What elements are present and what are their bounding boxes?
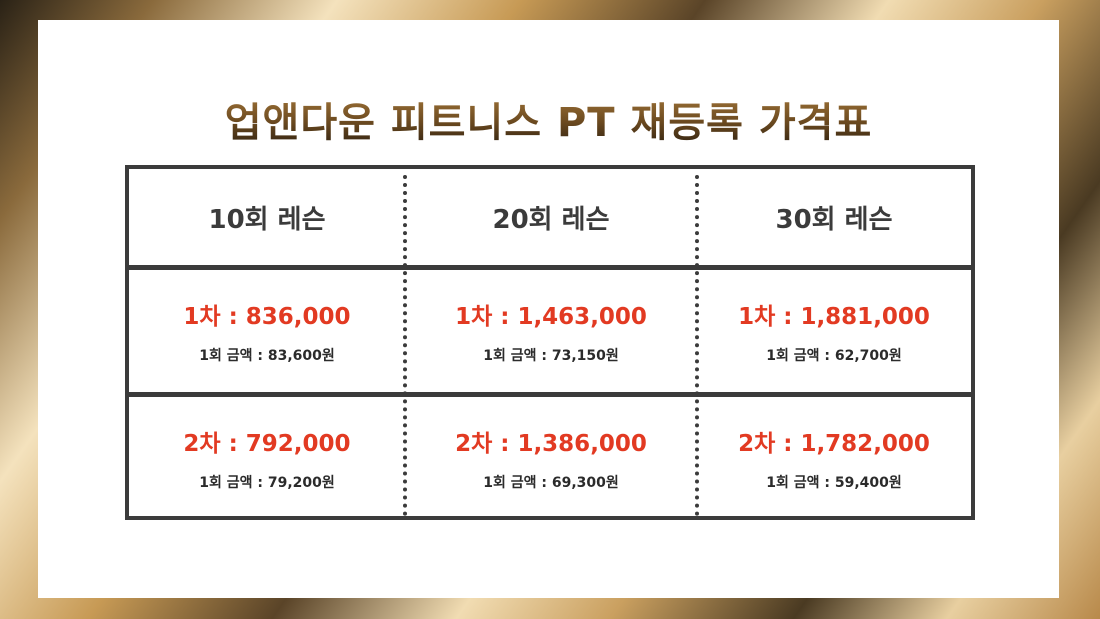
- row-divider: [129, 265, 971, 270]
- column-header-label: 30회 레슨: [775, 204, 893, 235]
- table-cell: 1차 : 1,463,000 1회 금액 : 73,150원: [405, 270, 697, 392]
- table-cell: 1차 : 836,000 1회 금액 : 83,600원: [129, 270, 405, 392]
- per-session-price: 1회 금액 : 59,400원: [766, 474, 902, 491]
- page-title: 업앤다운 피트니스 PT 재등록 가격표: [38, 90, 1059, 148]
- table-row: 1차 : 836,000 1회 금액 : 83,600원 1차 : 1,463,…: [129, 270, 971, 392]
- column-header: 30회 레슨: [697, 169, 971, 265]
- column-header: 20회 레슨: [405, 169, 697, 265]
- per-session-price: 1회 금액 : 69,300원: [483, 474, 619, 491]
- price-total: 2차 : 1,386,000: [455, 430, 647, 457]
- column-header-label: 10회 레슨: [208, 204, 326, 235]
- row-divider: [129, 392, 971, 397]
- price-table: 10회 레슨 20회 레슨 30회 레슨 1차 : 836,000 1회 금액 …: [125, 165, 975, 520]
- column-divider: [403, 175, 407, 516]
- table-header-row: 10회 레슨 20회 레슨 30회 레슨: [129, 169, 971, 265]
- price-total: 1차 : 1,463,000: [455, 304, 647, 330]
- per-session-price: 1회 금액 : 62,700원: [766, 348, 902, 364]
- column-header: 10회 레슨: [129, 169, 405, 265]
- table-row: 2차 : 792,000 1회 금액 : 79,200원 2차 : 1,386,…: [129, 397, 971, 518]
- column-header-label: 20회 레슨: [492, 204, 610, 235]
- per-session-price: 1회 금액 : 79,200원: [199, 474, 335, 491]
- column-divider: [695, 175, 699, 516]
- table-cell: 2차 : 1,782,000 1회 금액 : 59,400원: [697, 397, 971, 518]
- per-session-price: 1회 금액 : 73,150원: [483, 348, 619, 364]
- table-cell: 2차 : 792,000 1회 금액 : 79,200원: [129, 397, 405, 518]
- table-cell: 2차 : 1,386,000 1회 금액 : 69,300원: [405, 397, 697, 518]
- price-total: 1차 : 1,881,000: [738, 304, 930, 330]
- per-session-price: 1회 금액 : 83,600원: [199, 348, 335, 364]
- price-total: 1차 : 836,000: [183, 304, 351, 330]
- price-total: 2차 : 1,782,000: [738, 430, 930, 457]
- table-cell: 1차 : 1,881,000 1회 금액 : 62,700원: [697, 270, 971, 392]
- price-total: 2차 : 792,000: [183, 430, 351, 457]
